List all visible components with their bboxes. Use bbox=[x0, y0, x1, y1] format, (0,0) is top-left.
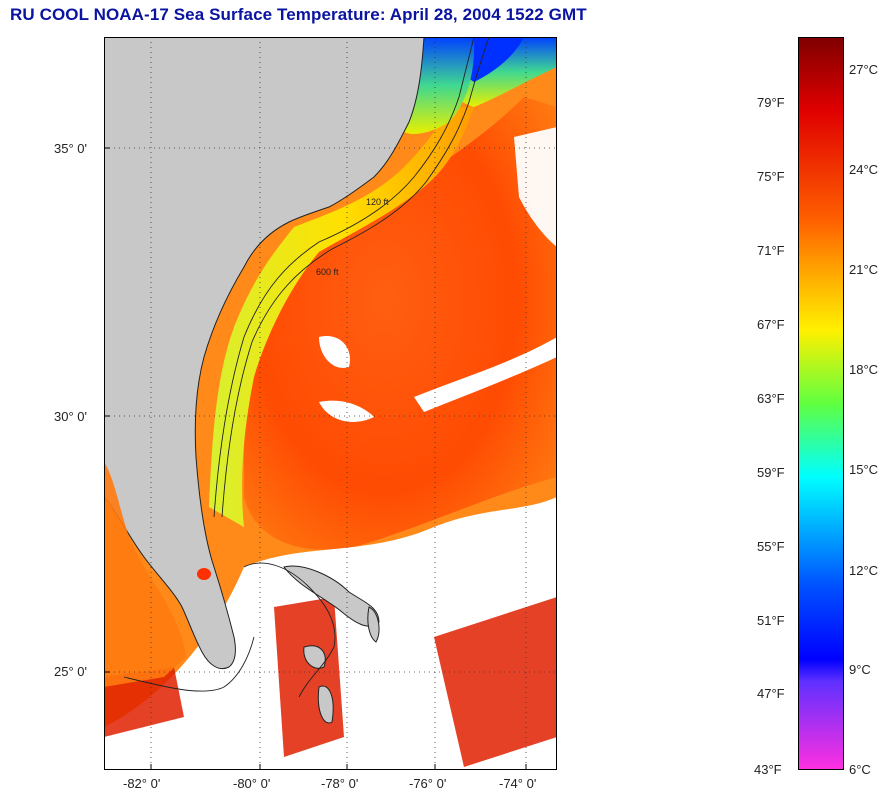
cbar-f-43: 43°F bbox=[754, 762, 782, 777]
graticule bbox=[104, 37, 557, 770]
cbar-f-75: 75°F bbox=[757, 169, 785, 184]
cbar-f-59: 59°F bbox=[757, 465, 785, 480]
southern-sst-patches bbox=[104, 597, 557, 767]
cloud-patch-ne bbox=[514, 127, 557, 247]
gulf-of-mexico bbox=[104, 462, 186, 687]
map-frame bbox=[104, 37, 557, 770]
lon-label-82: -82° 0' bbox=[123, 776, 161, 791]
cloud-band bbox=[414, 337, 557, 412]
lon-label-80: -80° 0' bbox=[233, 776, 271, 791]
gulf-stream bbox=[244, 97, 557, 550]
cbar-c-9: 9°C bbox=[849, 662, 871, 677]
cbar-c-24: 24°C bbox=[849, 162, 879, 177]
cbar-f-55: 55°F bbox=[757, 539, 785, 554]
lat-label-25: 25° 0' bbox=[54, 664, 87, 679]
cbar-c-15: 15°C bbox=[849, 462, 879, 477]
cbar-c-21: 21°C bbox=[849, 262, 879, 277]
cbar-c-6: 6°C bbox=[849, 762, 871, 777]
lon-label-78: -78° 0' bbox=[321, 776, 359, 791]
colorbar-gradient bbox=[798, 37, 844, 770]
figure-title: RU COOL NOAA-17 Sea Surface Temperature:… bbox=[10, 5, 587, 24]
lat-label-30: 30° 0' bbox=[54, 409, 87, 424]
cbar-f-67: 67°F bbox=[757, 317, 785, 332]
lon-label-76: -76° 0' bbox=[409, 776, 447, 791]
cbar-c-18: 18°C bbox=[849, 362, 879, 377]
cbar-f-51: 51°F bbox=[757, 613, 785, 628]
bahamas-islands bbox=[283, 565, 380, 724]
cbar-f-63: 63°F bbox=[757, 391, 785, 406]
land-us-coast bbox=[104, 37, 425, 670]
sst-map: 600 ft 120 ft bbox=[104, 37, 557, 770]
cbar-f-71: 71°F bbox=[757, 243, 785, 258]
cbar-f-79: 79°F bbox=[757, 95, 785, 110]
isobath-label-600: 600 ft bbox=[316, 267, 339, 277]
isobath-label-120: 120 ft bbox=[366, 197, 389, 207]
isobath-contours bbox=[123, 37, 490, 698]
cloud-patch-offshore bbox=[319, 336, 350, 368]
lat-label-35: 35° 0' bbox=[54, 141, 87, 156]
lon-label-74: -74° 0' bbox=[499, 776, 537, 791]
colorbar bbox=[798, 37, 844, 770]
cloud-band-2 bbox=[319, 400, 374, 422]
cbar-f-47: 47°F bbox=[757, 686, 785, 701]
cbar-c-12: 12°C bbox=[849, 563, 879, 578]
lake-okeechobee bbox=[197, 568, 211, 580]
cbar-c-27: 27°C bbox=[849, 62, 879, 77]
